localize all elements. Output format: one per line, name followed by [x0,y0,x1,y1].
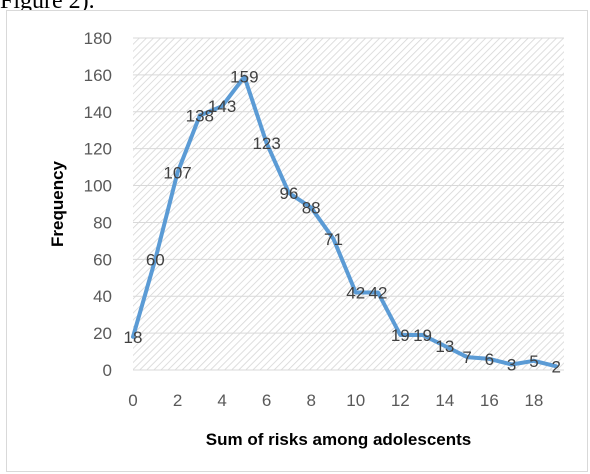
data-label: 13 [435,337,454,356]
x-axis-title: Sum of risks among adolescents [206,430,471,449]
data-label: 19 [413,326,432,345]
y-tick-label: 0 [103,361,112,380]
y-tick-label: 160 [84,66,112,85]
y-tick-label: 180 [84,29,112,48]
x-tick-label: 4 [217,391,226,410]
plot-area [133,38,564,370]
data-label: 60 [146,250,165,269]
data-label: 123 [252,134,280,153]
data-label: 19 [391,326,410,345]
data-label: 18 [124,328,143,347]
y-tick-label: 80 [93,213,112,232]
x-tick-label: 12 [391,391,410,410]
x-tick-label: 14 [435,391,454,410]
x-tick-label: 0 [128,391,137,410]
data-label: 159 [230,68,258,87]
y-tick-label: 20 [93,324,112,343]
data-label: 5 [529,352,538,371]
x-tick-label: 10 [346,391,365,410]
x-tick-label: 6 [262,391,271,410]
x-tick-label: 16 [480,391,499,410]
data-label: 6 [485,350,494,369]
y-axis-title: Frequency [48,160,67,247]
y-tick-label: 140 [84,103,112,122]
x-tick-label: 2 [173,391,182,410]
y-tick-label: 60 [93,250,112,269]
data-label: 143 [208,97,236,116]
data-label: 107 [163,164,191,183]
y-tick-label: 100 [84,177,112,196]
y-tick-label: 120 [84,140,112,159]
data-label: 71 [324,230,343,249]
data-label: 138 [186,106,214,125]
x-tick-label: 8 [306,391,315,410]
data-label: 3 [507,355,516,374]
data-label: 7 [462,348,471,367]
data-label: 96 [279,184,298,203]
data-label: 42 [346,284,365,303]
x-tick-label: 18 [524,391,543,410]
data-label: 88 [302,199,321,218]
data-label: 2 [551,357,560,376]
y-tick-label: 40 [93,287,112,306]
data-label: 42 [369,284,388,303]
series-line [131,74,559,369]
